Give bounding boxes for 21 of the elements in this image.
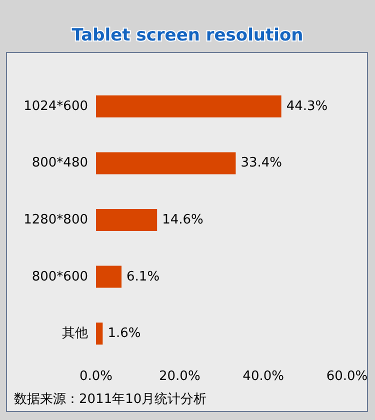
y-tick-label: 800*480 [32, 156, 88, 171]
data-label: 6.1% [126, 269, 160, 284]
data-label: 1.6% [108, 326, 141, 342]
bar [96, 266, 122, 288]
x-tick-label: 0.0% [79, 369, 113, 384]
data-label: 14.6% [162, 212, 204, 228]
y-tick-label: 800*600 [32, 269, 88, 284]
bar [96, 95, 282, 118]
y-tick-label: 其他 [62, 326, 88, 342]
bar [96, 322, 103, 345]
source-note: 数据来源：2011年10月统计分析 [14, 392, 207, 407]
bar [96, 152, 236, 174]
chart-title: Tablet screen resolution [72, 26, 304, 46]
x-tick-label: 40.0% [242, 369, 284, 384]
data-label: 33.4% [240, 156, 282, 171]
x-tick-label: 60.0% [326, 369, 368, 384]
y-tick-label: 1280*800 [24, 212, 88, 228]
bar [96, 209, 158, 231]
y-tick-label: 1024*600 [24, 98, 88, 114]
data-label: 44.3% [286, 98, 328, 114]
x-tick-label: 20.0% [159, 369, 200, 384]
